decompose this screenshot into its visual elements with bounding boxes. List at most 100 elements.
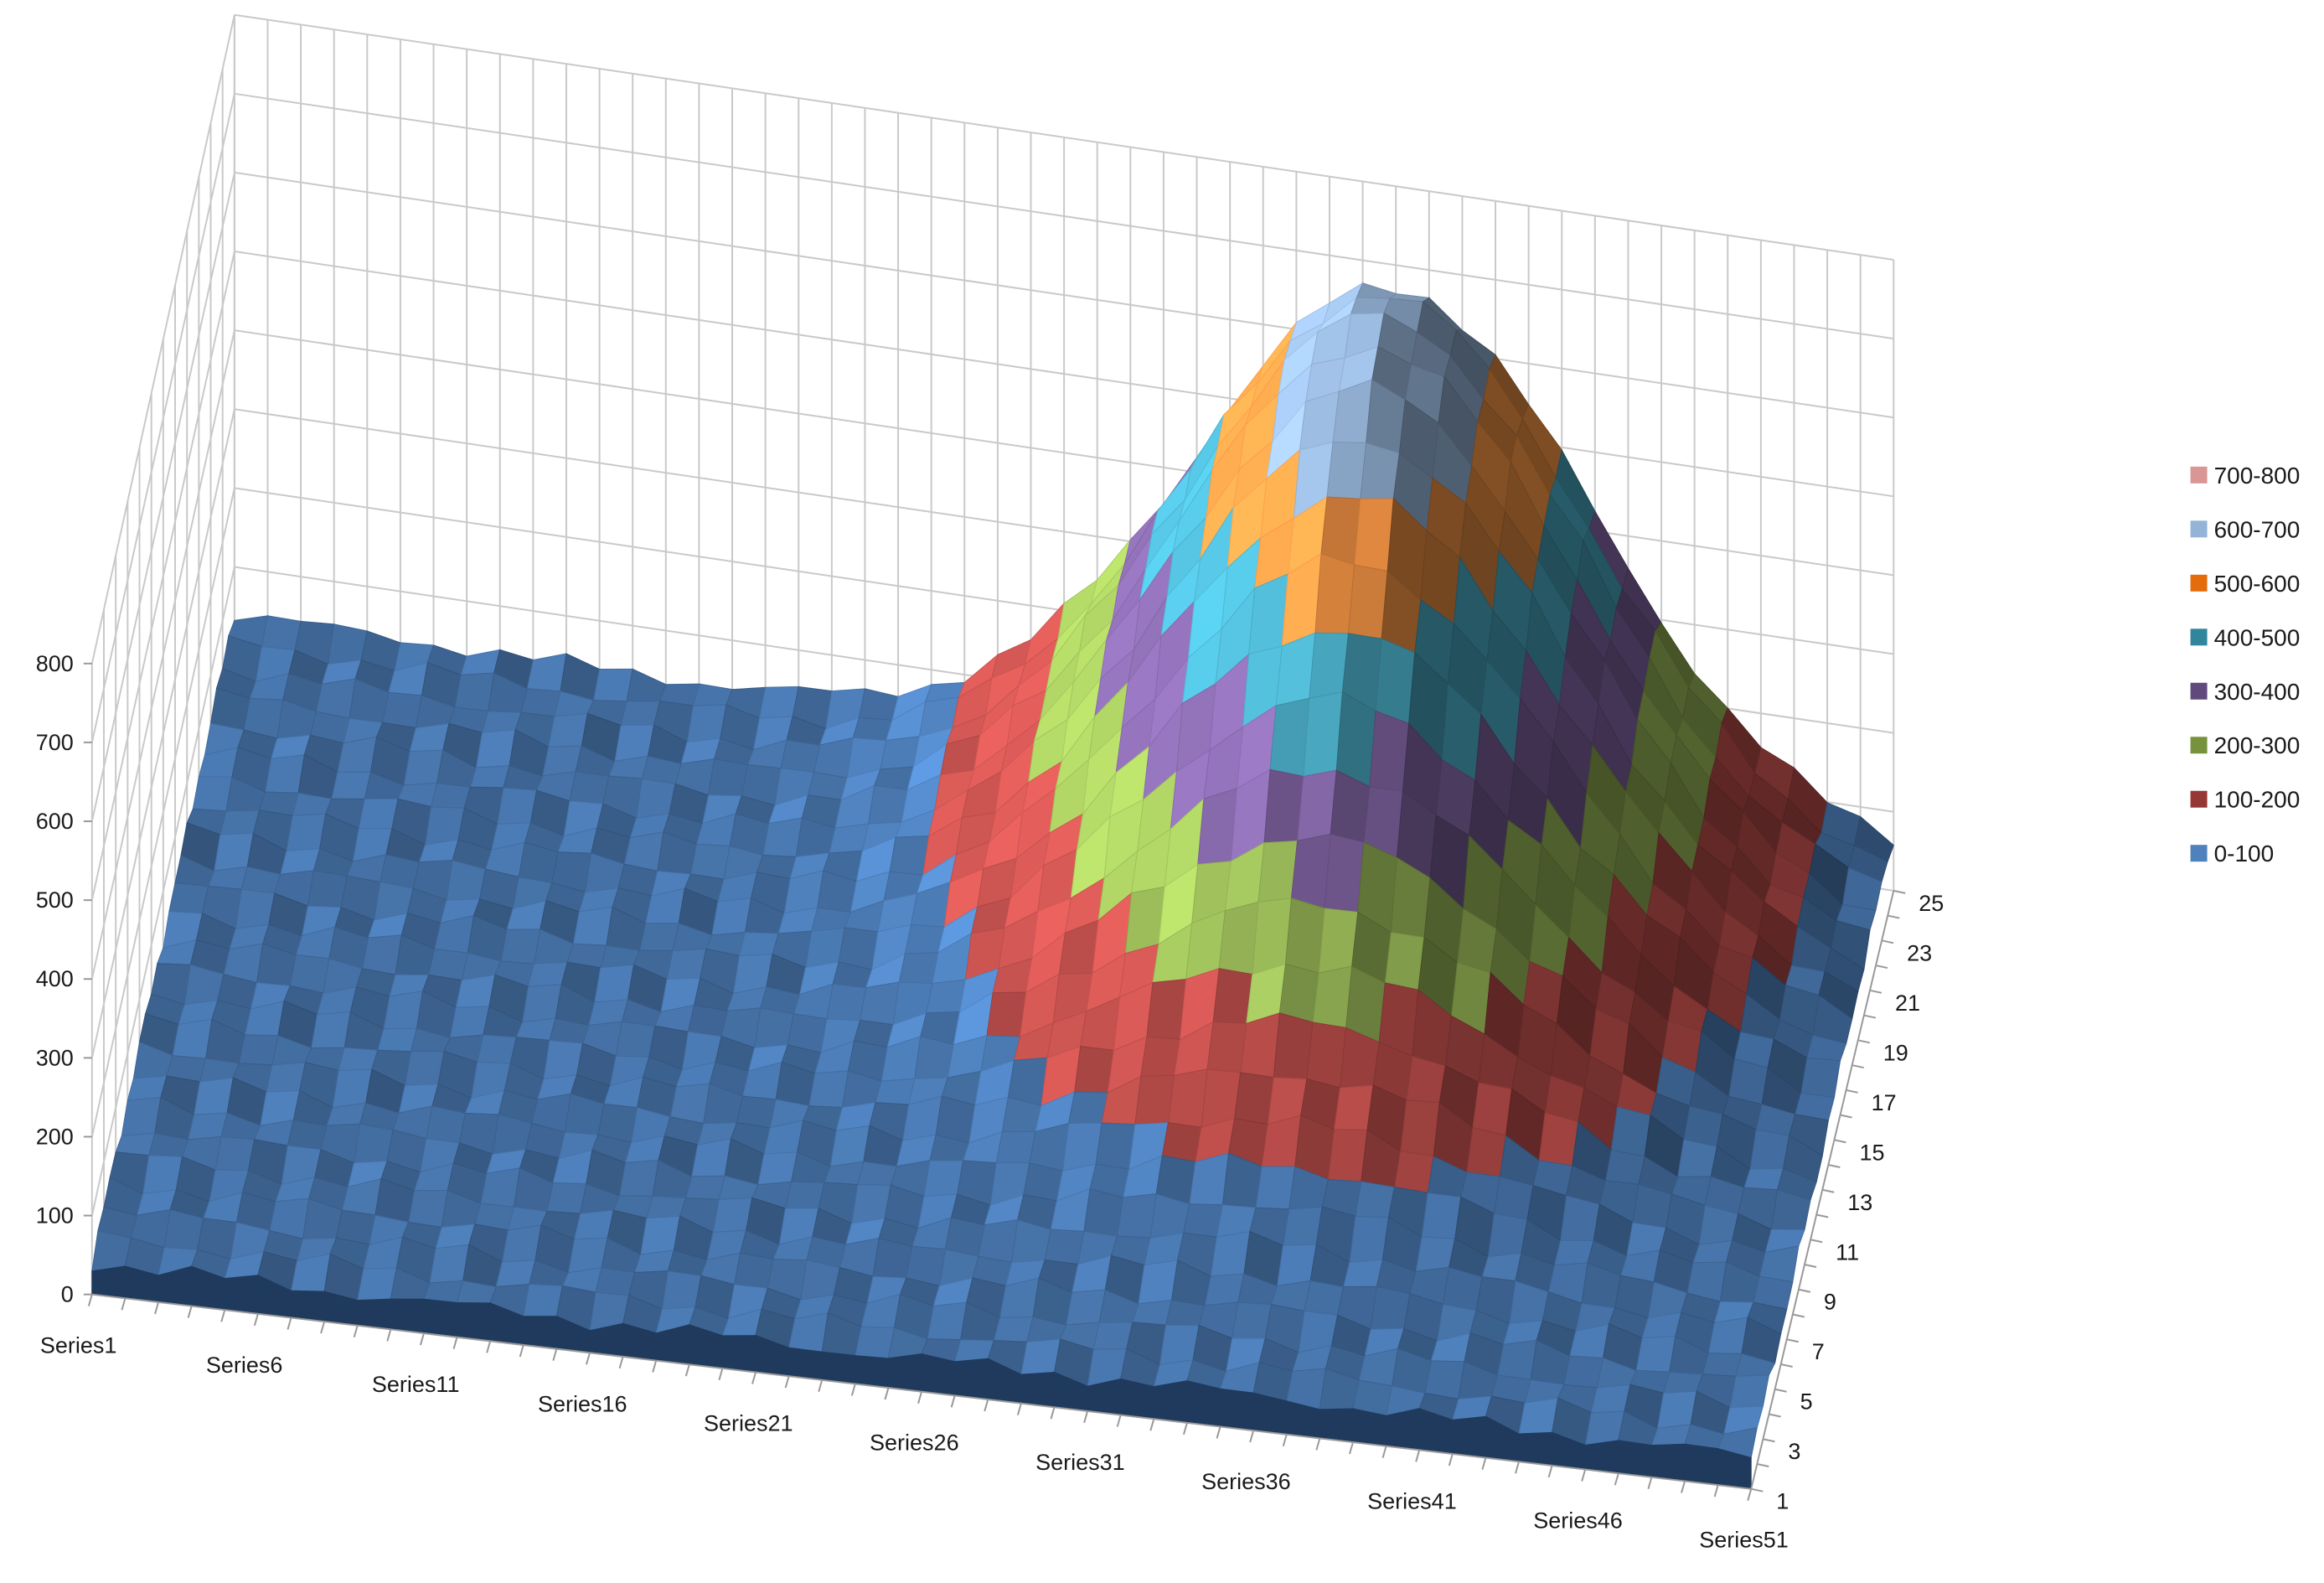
series-axis-tick [1050,1406,1056,1420]
surface-cell [1350,297,1391,315]
surface-cell [1083,1188,1124,1237]
surface-cell [1604,1149,1645,1185]
surface-cell [1702,1353,1743,1377]
surface-cell [1290,833,1331,909]
surface-cell [1232,1301,1272,1339]
surface-cell [734,1252,774,1289]
surface-cell [808,1070,850,1109]
series-axis-tick [419,1332,425,1346]
series-axis-tick [1614,1472,1619,1486]
surface-cell [1496,1339,1537,1381]
surface-cell [615,1021,656,1058]
surface-cell [287,1119,328,1151]
surface-cell [214,1136,256,1172]
surface-cell [754,1007,794,1048]
surface-cell [198,747,239,778]
surface-cell [978,1219,1019,1264]
series-axis-tick [784,1375,790,1389]
surface-cell [684,1175,726,1200]
surface-cell [914,1036,954,1079]
surface-cell [1677,1139,1717,1177]
surface-cell [1284,898,1325,974]
z-axis-tick-label: 200 [36,1124,74,1149]
surface-cell [762,817,803,858]
surface-cell [192,776,233,812]
surface-cell [307,870,348,908]
surface-cell [986,991,1027,1037]
legend-swatch [2190,845,2208,862]
surface-front-edge [357,1298,391,1330]
surface-cell [1020,1338,1061,1375]
surface-cell [1146,978,1187,1040]
surface-cell [408,1190,448,1229]
legend-entry-label: 400-500 [2214,624,2301,650]
surface-front-edge [1186,1380,1221,1427]
z-axis-tick-label: 400 [36,966,74,991]
surface-cell [626,668,667,702]
surface-cell [1132,1299,1173,1326]
surface-front-edge [224,1275,259,1315]
surface-cell [1263,768,1304,844]
surface-cell [572,906,613,946]
surface-cell [455,974,496,1008]
surface-cell [923,1160,964,1198]
series-axis-tick [950,1395,956,1408]
surface-cell [1324,833,1365,913]
surface-cell [1269,697,1310,778]
surface-cell [569,771,610,804]
surface-cell [712,1197,753,1234]
series-axis-tick [1182,1422,1188,1436]
surface-cell [573,1209,614,1240]
surface-front-edge [1650,1443,1686,1482]
surface-cell [121,1097,162,1136]
surface-front-edge [523,1316,557,1350]
surface-cell [1563,1355,1604,1389]
surface-cell [1067,1091,1108,1125]
series-axis-tick [1083,1410,1089,1424]
surface-cell [1749,1129,1790,1170]
surface-front-edge [1352,1408,1387,1447]
category-axis-tick [1786,1338,1799,1343]
surface-cell [758,685,799,719]
series-axis-tick-label: Series41 [1367,1488,1457,1513]
series-axis-tick [1216,1426,1221,1439]
series-axis-tick [121,1298,127,1311]
category-axis-tick-label: 3 [1788,1439,1800,1464]
category-axis-tick-label: 13 [1847,1190,1872,1215]
series-axis-tick [1547,1465,1553,1478]
legend-entry-label: 0-100 [2214,841,2275,867]
legend-entry-label: 600-700 [2214,516,2301,542]
surface-cell [1360,442,1400,499]
category-axis-tick-label: 9 [1824,1290,1836,1315]
surface-front-edge [954,1358,989,1400]
surface-cell [1258,840,1299,903]
series-axis-tick [1713,1484,1719,1498]
legend-entry-label: 100-200 [2214,787,2301,813]
surface-cell [736,1095,777,1129]
legend-swatch [2190,682,2208,700]
z-axis-tick-label: 800 [36,651,74,676]
surface-cell [548,712,589,748]
surface-cell [1278,963,1320,1023]
category-axis-tick [1840,1114,1852,1119]
category-axis-tick [1846,1089,1858,1094]
series-axis-tick [1149,1418,1155,1431]
surface-cell [1306,1022,1347,1089]
surface-front-edge [1319,1408,1354,1443]
surface-cell [1210,1230,1251,1277]
surface-cell [1183,1203,1223,1238]
surface-cell [1197,788,1238,865]
surface-cell [454,672,495,712]
surface-front-edge [1220,1388,1254,1431]
z-axis-tick-label: 100 [36,1203,74,1229]
legend-entry-label: 500-600 [2214,571,2301,597]
surface-cell [1393,1151,1434,1193]
category-axis-tick-label: 1 [1776,1489,1789,1514]
category-axis-tick [1792,1313,1805,1318]
z-axis-tick-label: 500 [36,887,74,913]
surface-cell [1384,932,1425,991]
category-axis-tick [1804,1264,1817,1268]
surface-cell [689,843,731,880]
